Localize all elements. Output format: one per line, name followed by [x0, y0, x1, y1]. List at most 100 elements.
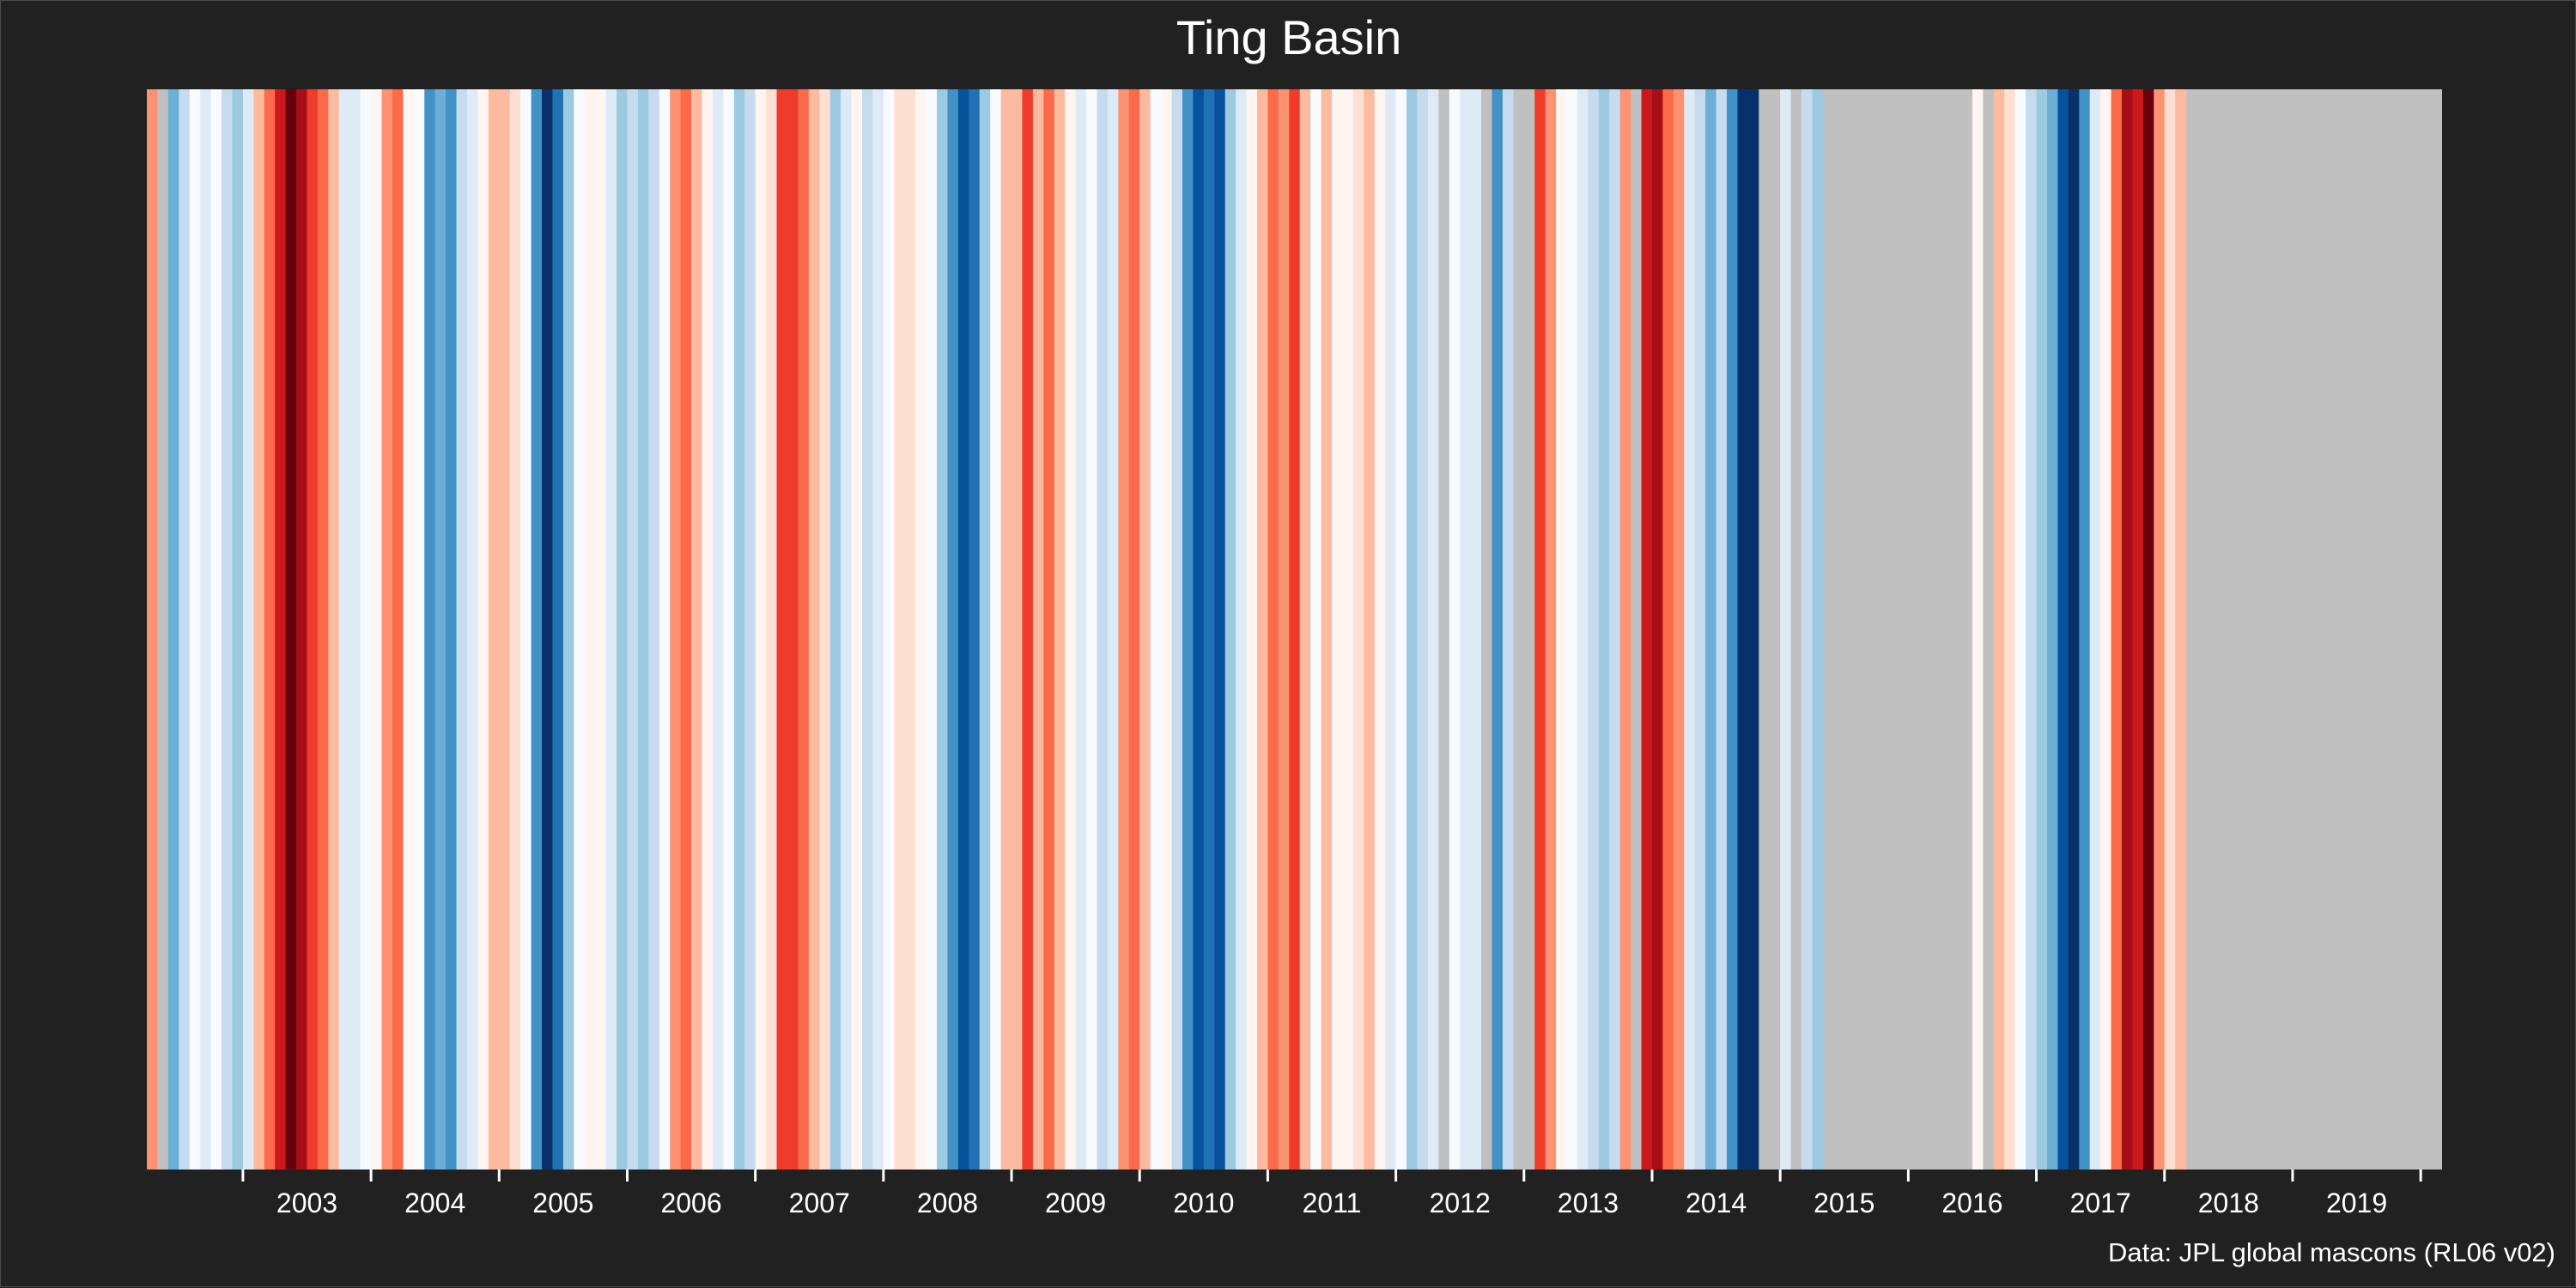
stripe	[1759, 89, 1771, 1170]
stripe	[1000, 89, 1012, 1170]
stripe	[798, 89, 810, 1170]
stripe	[659, 89, 671, 1170]
stripe	[776, 89, 788, 1170]
stripe	[2100, 89, 2112, 1170]
stripe	[264, 89, 276, 1170]
stripe	[1107, 89, 1119, 1170]
stripe	[2142, 89, 2154, 1170]
stripe	[851, 89, 863, 1170]
stripe	[819, 89, 831, 1170]
stripe	[1086, 89, 1098, 1170]
stripe	[403, 89, 415, 1170]
stripe	[2057, 89, 2069, 1170]
x-tick-label: 2004	[404, 1188, 465, 1218]
stripe	[1224, 89, 1236, 1170]
stripe	[1790, 89, 1802, 1170]
stripe	[947, 89, 959, 1170]
stripe	[574, 89, 586, 1170]
stripe	[605, 89, 617, 1170]
stripe	[338, 89, 350, 1170]
stripe	[1534, 89, 1546, 1170]
stripe	[147, 89, 159, 1170]
stripe	[1417, 89, 1429, 1170]
stripe	[2122, 89, 2134, 1170]
stripe	[562, 89, 574, 1170]
stripe	[477, 89, 489, 1170]
x-tick-label: 2009	[1045, 1188, 1106, 1218]
x-tick-label: 2011	[1303, 1188, 1362, 1218]
stripe	[755, 89, 767, 1170]
stripe	[1118, 89, 1130, 1170]
stripe	[189, 89, 201, 1170]
stripe	[1427, 89, 1439, 1170]
stripe	[744, 89, 756, 1170]
chart-title: Ting Basin	[1176, 10, 1402, 64]
stripe	[1022, 89, 1034, 1170]
stripe	[1406, 89, 1419, 1170]
stripe	[1727, 89, 1739, 1170]
stripe	[253, 89, 265, 1170]
stripe	[808, 89, 820, 1170]
stripe	[1161, 89, 1173, 1170]
stripe	[979, 89, 991, 1170]
stripe	[1065, 89, 1077, 1170]
stripe	[1054, 89, 1066, 1170]
stripe	[841, 89, 853, 1170]
stripe	[1769, 89, 1781, 1170]
stripe	[434, 89, 447, 1170]
stripe	[2068, 89, 2080, 1170]
stripe	[1278, 89, 1290, 1170]
stripe	[1481, 89, 1493, 1170]
x-tick-label: 2012	[1430, 1188, 1491, 1218]
stripe	[1364, 89, 1376, 1170]
stripe	[296, 89, 308, 1170]
stripe	[2047, 89, 2059, 1170]
x-tick-label: 2013	[1558, 1188, 1619, 1218]
stripe	[1256, 89, 1269, 1170]
stripe	[1032, 89, 1044, 1170]
stripe	[2154, 89, 2166, 1170]
stripe	[488, 89, 500, 1170]
stripe	[617, 89, 629, 1170]
stripe	[1747, 89, 1759, 1170]
stripe	[915, 89, 927, 1170]
stripe	[520, 89, 532, 1170]
stripe	[2164, 89, 2176, 1170]
stripe	[1523, 89, 1535, 1170]
stripe	[328, 89, 340, 1170]
stripe	[1470, 89, 1482, 1170]
stripe	[1460, 89, 1472, 1170]
stripe	[2004, 89, 2016, 1170]
stripe	[446, 89, 458, 1170]
stripe	[1619, 89, 1631, 1170]
stripe	[1609, 89, 1621, 1170]
stripe	[413, 89, 425, 1170]
x-tick-label: 2016	[1941, 1188, 2002, 1218]
stripe	[210, 89, 222, 1170]
stripe	[1556, 89, 1568, 1170]
stripe	[2014, 89, 2026, 1170]
stripe	[1812, 89, 1824, 1170]
x-tick-label: 2014	[1686, 1188, 1747, 1218]
x-tick-label: 2010	[1173, 1188, 1234, 1218]
stripe	[883, 89, 895, 1170]
stripe	[1332, 89, 1344, 1170]
stripe	[1374, 89, 1386, 1170]
stripe	[2175, 89, 2187, 1170]
stripe	[1566, 89, 1578, 1170]
stripe	[1641, 89, 1653, 1170]
stripe	[584, 89, 596, 1170]
stripe	[531, 89, 543, 1170]
stripe	[691, 89, 703, 1170]
stripe	[1513, 89, 1525, 1170]
stripe	[595, 89, 607, 1170]
stripe	[1352, 89, 1364, 1170]
stripe	[424, 89, 436, 1170]
stripe	[1705, 89, 1717, 1170]
stripe	[894, 89, 906, 1170]
stripe	[1128, 89, 1140, 1170]
stripe	[307, 89, 319, 1170]
stripe	[1577, 89, 1589, 1170]
